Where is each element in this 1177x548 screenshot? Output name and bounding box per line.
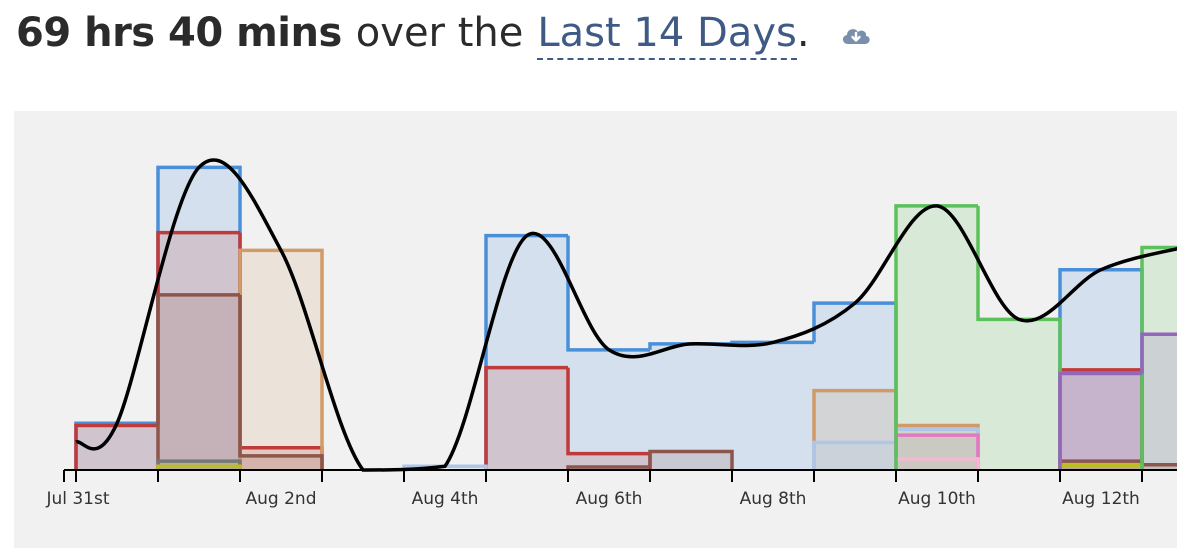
series-bar [896,425,978,470]
series-bar [240,250,322,470]
series-line [812,440,896,470]
series-bar [158,167,240,470]
series-bar [1142,334,1177,470]
series-line [730,340,814,345]
series-bar [650,451,732,470]
x-tick-label: Aug 10th [898,489,976,509]
total-time: 69 hrs 40 mins [16,10,342,56]
series-bar [486,235,568,470]
series-line [648,449,734,470]
series-bar [814,442,896,470]
activity-chart: Jul 31st Aug 2nd Aug 4th Aug 6th Aug 8th Aug … [14,111,1177,548]
series-bar [814,390,896,470]
series-bar [158,294,240,470]
series-bar [1142,464,1177,470]
series-line [156,464,242,470]
series-bar [158,466,240,470]
series-bar [732,342,814,470]
total-curve [75,158,1177,472]
series-line [156,293,240,470]
x-tick-label: Aug 8th [740,489,807,509]
series-line [894,204,978,470]
series-bar [240,447,322,470]
cloud-download-icon[interactable] [840,24,872,46]
series-bar [568,349,650,470]
series-bar [1060,373,1142,470]
x-tick-label: Aug 12th [1062,489,1140,509]
x-tick-label: Aug 2nd [246,489,317,509]
series-line [74,423,158,470]
period: . [796,10,810,56]
series-bar [486,367,568,470]
series-bar [404,466,486,470]
chart-svg: Jul 31st Aug 2nd Aug 4th Aug 6th Aug 8th Aug … [45,158,1177,509]
series-bar [1142,247,1177,470]
x-tick-label: Aug 4th [412,489,479,509]
summary-header: 69 hrs 40 mins over the Last 14 Days . [16,10,872,70]
series-bar [896,435,978,470]
over-the-text: over the [355,10,524,56]
series-bar [1060,369,1142,470]
x-tick-label: Aug 6th [576,489,643,509]
series-bar [978,319,1060,470]
series-bar [650,343,732,470]
series-line [1058,371,1142,470]
series-line [566,235,650,352]
series-bar [158,232,240,470]
series-line [1140,332,1177,374]
date-range-selector[interactable]: Last 14 Days [537,10,797,60]
series-bar [1060,465,1142,470]
series-line [238,294,324,470]
x-tick-label: Jul 31st [45,489,109,509]
series-line [484,365,568,470]
series-bar [896,458,978,470]
series-bar [240,455,322,470]
